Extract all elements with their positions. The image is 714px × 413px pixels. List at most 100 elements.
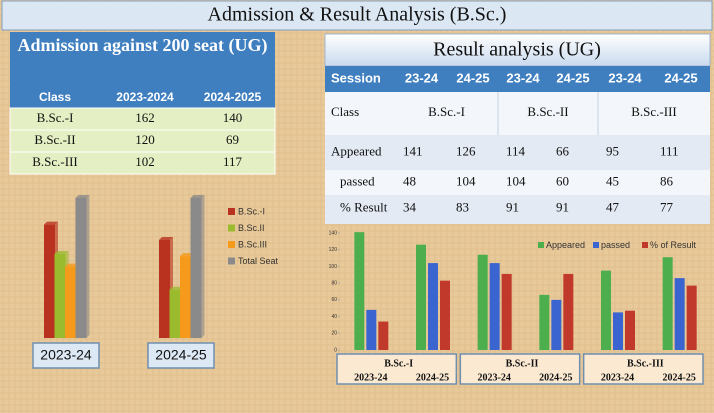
legend-swatch: [228, 208, 235, 215]
legend-label: B.Sc.-I: [238, 206, 265, 216]
legend-label: Appeared: [546, 240, 585, 250]
bar: [180, 256, 191, 338]
bar: [477, 254, 488, 350]
bar: [501, 273, 512, 350]
bar-side: [86, 195, 90, 338]
bar: [416, 244, 426, 350]
y-tick-label: 80: [331, 280, 337, 286]
table-cell: 34: [403, 199, 417, 214]
column-header: 24-25: [456, 70, 489, 85]
bar: [190, 198, 202, 338]
table-cell: 48: [403, 173, 416, 188]
bar: [662, 257, 673, 350]
group-box: [336, 353, 458, 385]
class-name: B.Sc.-I: [428, 104, 465, 119]
row-label: % Result: [340, 199, 388, 214]
table-cell: 102: [135, 154, 155, 169]
bar: [563, 273, 574, 350]
bar: [366, 309, 377, 350]
bar: [539, 294, 550, 350]
class-row: [325, 92, 710, 135]
legend-swatch: [228, 224, 235, 232]
table-cell: 69: [226, 132, 239, 147]
row-label: Appeared: [331, 143, 382, 158]
y-tick-label: 120: [329, 247, 338, 253]
category-label: 2023-24: [40, 347, 92, 363]
table-cell: 47: [606, 199, 620, 214]
bar: [54, 254, 66, 338]
column-header: 23-24: [405, 70, 439, 85]
table-cell: 45: [606, 173, 619, 188]
legend-label: passed: [601, 240, 630, 250]
bar-top: [190, 195, 205, 198]
bar: [159, 240, 170, 338]
table-row: [325, 170, 710, 195]
table-cell: 111: [660, 143, 679, 158]
x-tick-label: 2024-25: [416, 372, 449, 383]
group-label: B.Sc.-II: [506, 358, 539, 369]
table-cell: B.Sc.-II: [34, 132, 75, 147]
table-cell: 117: [223, 154, 243, 169]
column-header: 2023-2024: [116, 90, 174, 104]
bar: [44, 224, 55, 338]
column-header: 23-24: [506, 70, 540, 85]
legend-swatch: [642, 242, 648, 248]
page-title: Admission & Result Analysis (B.Sc.): [208, 4, 507, 26]
bar: [489, 263, 500, 350]
bar-top: [44, 221, 58, 225]
x-tick-label: 2024-25: [539, 372, 572, 383]
bar: [428, 263, 438, 350]
table-cell: 83: [456, 199, 469, 214]
column-header: Session: [331, 70, 381, 85]
table-cell: B.Sc.-I: [37, 110, 74, 125]
y-tick-label: 40: [331, 314, 337, 320]
category-label: 2024-25: [155, 347, 207, 363]
table-cell: 95: [606, 143, 619, 158]
table-cell: 162: [135, 110, 155, 125]
table-cell: 104: [456, 173, 476, 188]
y-tick-label: 60: [331, 297, 337, 303]
row-label: passed: [340, 173, 375, 188]
result-header: [324, 33, 711, 67]
legend-label: B.Sc.II: [238, 223, 265, 233]
x-tick-label: 2023-24: [354, 372, 387, 383]
table-cell: 114: [506, 143, 526, 158]
bar: [354, 232, 365, 350]
admission-title: Admission against 200 seat (UG): [17, 35, 268, 55]
bar: [601, 270, 611, 350]
column-header: 23-24: [608, 70, 642, 85]
admission-title-box: Admission against 200 seat (UG): [17, 35, 268, 55]
bar: [625, 310, 635, 350]
table-row: [9, 151, 276, 175]
table-cell: 120: [135, 132, 155, 147]
row-label: Class: [331, 104, 359, 119]
table-cell: 77: [660, 199, 674, 214]
bar: [169, 289, 181, 338]
column-header: 2024-2025: [204, 90, 262, 104]
column-header: 24-25: [664, 70, 697, 85]
y-tick-label: 140: [329, 230, 338, 236]
bar-top: [54, 251, 69, 254]
x-tick-label: 2023-24: [477, 372, 510, 383]
table-cell: B.Sc.-III: [32, 154, 78, 169]
table-cell: 66: [556, 143, 570, 158]
group-box: [582, 353, 704, 385]
bar: [686, 285, 697, 350]
bar: [551, 299, 562, 350]
bar: [613, 312, 623, 350]
legend-swatch: [538, 242, 544, 248]
group-label: B.Sc.-III: [627, 358, 664, 369]
class-name: B.Sc.-II: [527, 104, 568, 119]
bar: [674, 278, 685, 350]
table-cell: 91: [506, 199, 519, 214]
y-tick-label: 0: [334, 347, 337, 353]
table-cell: 140: [223, 110, 243, 125]
legend-label: B.Sc.III: [238, 239, 267, 249]
group-box: [459, 353, 581, 385]
table-cell: 126: [456, 143, 476, 158]
bar-side: [201, 195, 205, 338]
bar-top: [159, 237, 173, 240]
table-cell: 86: [660, 173, 674, 188]
x-tick-label: 2023-24: [601, 372, 634, 383]
